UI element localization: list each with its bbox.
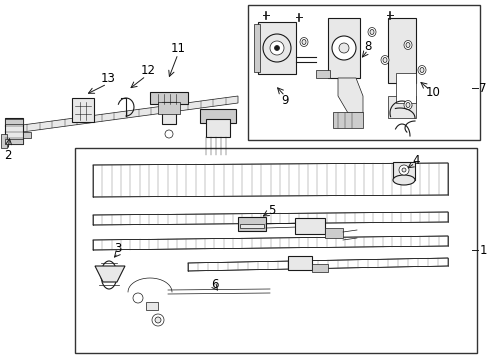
- Bar: [200, 109, 236, 123]
- Circle shape: [338, 43, 348, 53]
- Bar: [240, 224, 264, 228]
- Bar: [238, 217, 265, 231]
- Bar: [205, 119, 229, 137]
- Text: 9: 9: [281, 94, 288, 107]
- Bar: [253, 24, 260, 72]
- Bar: [315, 70, 329, 78]
- Ellipse shape: [403, 41, 411, 50]
- Text: 2: 2: [4, 149, 12, 162]
- Circle shape: [274, 45, 279, 50]
- Circle shape: [331, 36, 355, 60]
- Ellipse shape: [380, 55, 388, 64]
- Text: 4: 4: [411, 153, 419, 166]
- Ellipse shape: [299, 37, 307, 46]
- Bar: [5, 139, 23, 144]
- Circle shape: [398, 165, 408, 175]
- Circle shape: [133, 293, 142, 303]
- Bar: [5, 118, 23, 144]
- Polygon shape: [95, 266, 125, 282]
- Ellipse shape: [417, 66, 425, 75]
- Ellipse shape: [101, 261, 117, 289]
- Ellipse shape: [403, 100, 411, 109]
- Bar: [72, 98, 94, 122]
- Bar: [325, 228, 342, 238]
- Bar: [287, 256, 311, 270]
- Bar: [392, 162, 414, 180]
- Polygon shape: [337, 78, 362, 113]
- Ellipse shape: [367, 27, 375, 36]
- Bar: [5, 119, 23, 124]
- Bar: [387, 96, 415, 118]
- Text: 12: 12: [140, 63, 155, 77]
- Circle shape: [263, 34, 290, 62]
- Ellipse shape: [382, 58, 386, 63]
- Bar: [150, 92, 187, 104]
- Bar: [387, 18, 415, 83]
- Polygon shape: [93, 212, 447, 225]
- Ellipse shape: [405, 42, 409, 48]
- Bar: [247, 5, 479, 140]
- Bar: [395, 73, 415, 103]
- Text: 3: 3: [114, 242, 122, 255]
- Circle shape: [164, 130, 173, 138]
- Bar: [162, 102, 176, 124]
- Text: 13: 13: [101, 72, 115, 85]
- Ellipse shape: [392, 175, 414, 185]
- Ellipse shape: [419, 68, 423, 72]
- Bar: [1, 134, 7, 148]
- Ellipse shape: [302, 40, 305, 45]
- Bar: [158, 102, 180, 114]
- Bar: [327, 18, 359, 78]
- Circle shape: [269, 41, 284, 55]
- Circle shape: [155, 317, 161, 323]
- Ellipse shape: [405, 103, 409, 108]
- Ellipse shape: [369, 30, 373, 35]
- Circle shape: [401, 168, 405, 172]
- Text: 10: 10: [425, 86, 440, 99]
- Circle shape: [152, 314, 163, 326]
- Text: 1: 1: [478, 243, 486, 256]
- Polygon shape: [93, 163, 447, 197]
- Polygon shape: [15, 96, 238, 133]
- Bar: [75, 148, 476, 353]
- Bar: [23, 132, 31, 138]
- Bar: [311, 264, 327, 272]
- Bar: [146, 302, 158, 310]
- Text: 5: 5: [268, 203, 275, 216]
- Text: 6: 6: [211, 279, 218, 292]
- Bar: [294, 218, 325, 234]
- Polygon shape: [93, 236, 447, 250]
- Text: 8: 8: [364, 40, 371, 53]
- Text: 7: 7: [478, 81, 486, 95]
- Bar: [332, 112, 362, 128]
- Text: 11: 11: [170, 41, 185, 54]
- Polygon shape: [187, 258, 447, 271]
- Bar: [258, 22, 295, 74]
